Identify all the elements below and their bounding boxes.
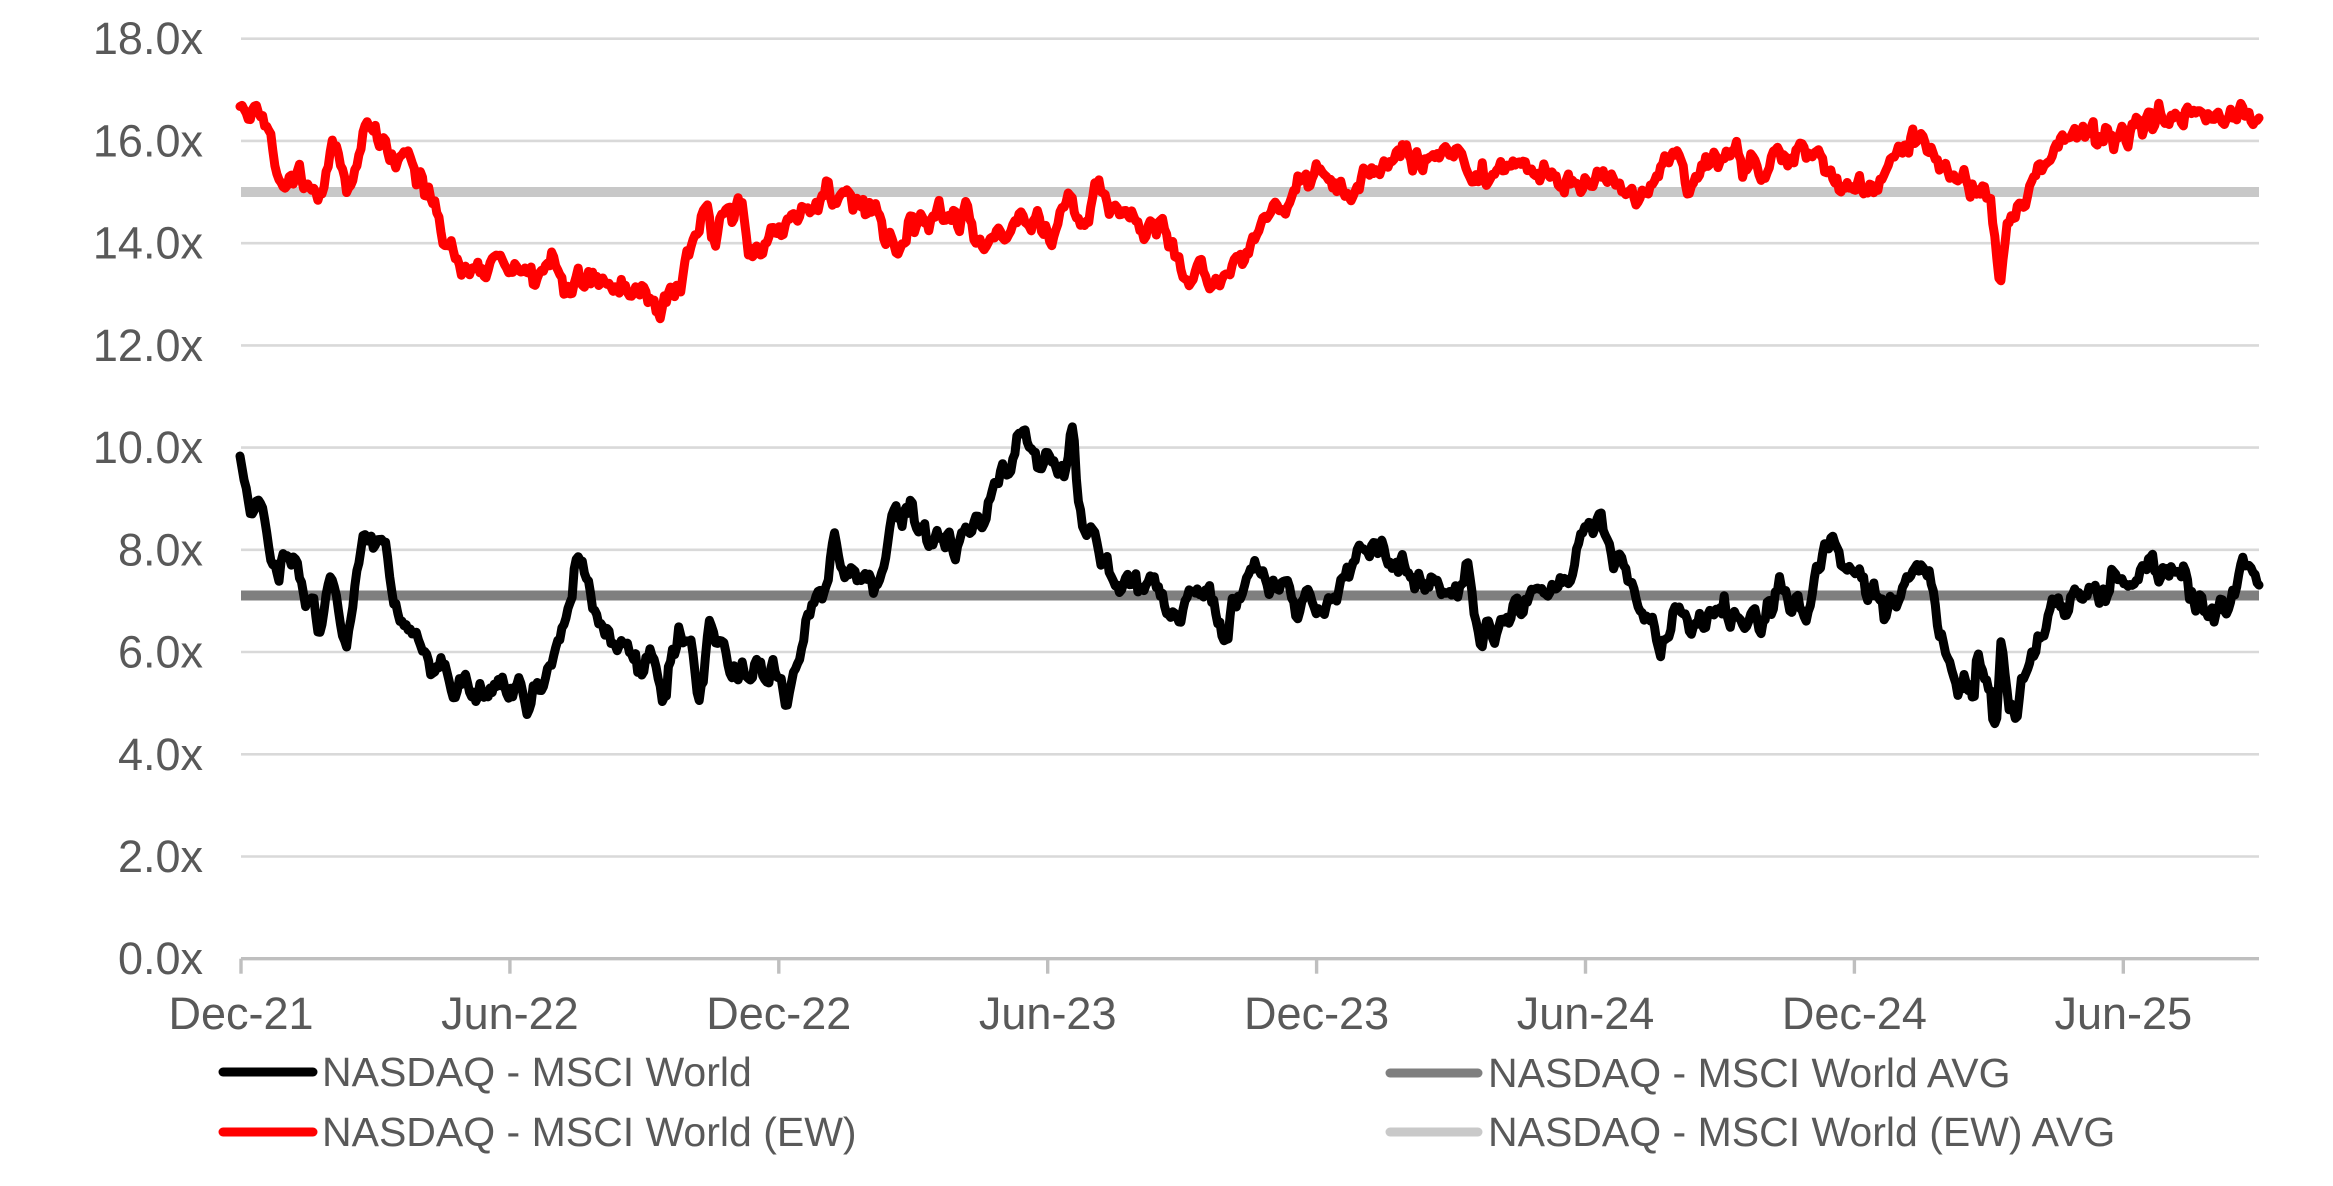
svg-text:6.0x: 6.0x [118,627,204,678]
svg-text:Dec-22: Dec-22 [706,988,851,1039]
svg-text:Jun-24: Jun-24 [1517,988,1655,1039]
svg-text:Jun-22: Jun-22 [441,988,579,1039]
svg-text:18.0x: 18.0x [93,13,204,64]
svg-text:NASDAQ - MSCI World AVG: NASDAQ - MSCI World AVG [1488,1050,2010,1096]
svg-text:Jun-23: Jun-23 [979,988,1117,1039]
svg-text:0.0x: 0.0x [118,933,204,984]
svg-text:2.0x: 2.0x [118,831,204,882]
svg-text:14.0x: 14.0x [93,218,204,269]
svg-text:4.0x: 4.0x [118,729,204,780]
svg-text:Dec-21: Dec-21 [168,988,313,1039]
svg-text:NASDAQ - MSCI World (EW): NASDAQ - MSCI World (EW) [322,1109,857,1155]
svg-text:Jun-25: Jun-25 [2055,988,2193,1039]
svg-text:8.0x: 8.0x [118,524,204,575]
svg-text:Dec-23: Dec-23 [1244,988,1389,1039]
svg-text:Dec-24: Dec-24 [1782,988,1927,1039]
svg-text:16.0x: 16.0x [93,115,204,166]
svg-text:NASDAQ - MSCI World: NASDAQ - MSCI World [322,1049,752,1095]
svg-text:NASDAQ - MSCI World (EW) AVG: NASDAQ - MSCI World (EW) AVG [1488,1109,2115,1155]
svg-text:10.0x: 10.0x [93,422,204,473]
svg-text:12.0x: 12.0x [93,320,204,371]
